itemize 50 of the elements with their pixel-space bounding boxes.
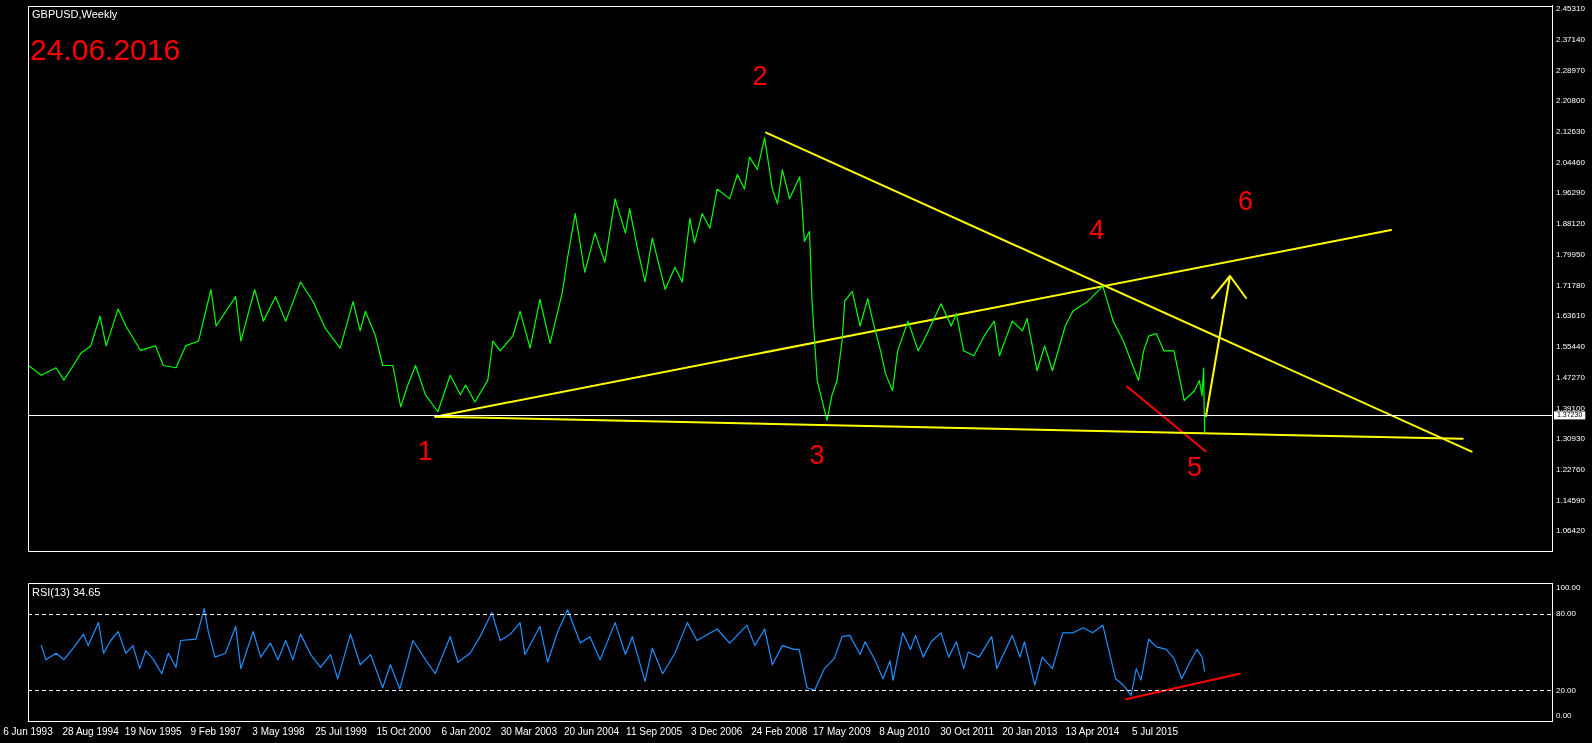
- x-tick-label: 3 Dec 2006: [691, 725, 743, 737]
- x-tick-label: 28 Aug 1994: [62, 725, 120, 737]
- y-tick-label: 100.00: [1556, 583, 1582, 593]
- x-tick-label: 8 Aug 2010: [879, 725, 931, 737]
- x-tick-label: 17 May 2009: [813, 725, 872, 737]
- y-tick-label: 80.00: [1556, 608, 1577, 618]
- x-tick-label: 20 Jan 2013: [1002, 725, 1058, 737]
- chart-title: RSI(13) 34.65: [32, 585, 101, 598]
- y-tick-label: 1.22760: [1556, 465, 1586, 475]
- x-tick-label: 30 Oct 2011: [940, 725, 995, 737]
- x-tick-label: 20 Jun 2004: [563, 725, 620, 737]
- y-tick-label: 1.30930: [1556, 434, 1586, 444]
- y-tick-label: 2.20800: [1556, 96, 1586, 106]
- x-tick-label: 6 Jan 2002: [441, 725, 492, 737]
- x-tick-label: 19 Nov 1995: [124, 725, 183, 737]
- y-tick-label: 1.96290: [1556, 188, 1586, 198]
- y-tick-label: 1.79950: [1556, 249, 1586, 259]
- y-tick-label: 2.45310: [1556, 4, 1586, 14]
- x-tick-label: 15 Oct 2000: [376, 725, 432, 737]
- y-tick-label: 2.37140: [1556, 34, 1586, 44]
- annotation: 3: [809, 439, 825, 470]
- annotation: 6: [1238, 185, 1254, 216]
- x-tick-label: 9 Feb 1997: [190, 725, 242, 737]
- annotation: 5: [1187, 452, 1203, 483]
- annotation: 1: [417, 436, 433, 467]
- x-tick-label: 3 May 1998: [252, 725, 305, 737]
- y-tick-label: 1.47270: [1556, 372, 1586, 382]
- annotation: 24.06.2016: [30, 33, 181, 67]
- annotation: 4: [1089, 214, 1105, 245]
- x-tick-label: 24 Feb 2008: [751, 725, 808, 737]
- x-tick-label: 6 Jun 1993: [3, 725, 54, 737]
- y-tick-label: 1.63610: [1556, 311, 1586, 321]
- y-tick-label: 1.55440: [1556, 342, 1586, 352]
- x-tick-label: 30 Mar 2003: [500, 725, 558, 737]
- y-tick-label: 2.12630: [1556, 127, 1586, 137]
- y-tick-label: 1.14590: [1556, 495, 1586, 505]
- y-tick-label: 2.04460: [1556, 157, 1586, 167]
- x-tick-label: 11 Sep 2005: [626, 725, 683, 737]
- x-tick-label: 13 Apr 2014: [1065, 725, 1120, 737]
- x-tick-label: 25 Jul 1999: [315, 725, 368, 737]
- annotation: 2: [752, 61, 768, 92]
- y-tick-label: 2.28970: [1556, 65, 1586, 75]
- chart-title: GBPUSD,Weekly: [32, 8, 118, 21]
- y-tick-label: 1.88120: [1556, 219, 1586, 229]
- y-tick-label: 20.00: [1556, 685, 1577, 695]
- x-tick-label: 5 Jul 2015: [1131, 725, 1179, 737]
- y-tick-label: 1.71780: [1556, 280, 1586, 290]
- y-tick-label: 0.00: [1556, 711, 1573, 721]
- y-tick-label: 1.39100: [1556, 403, 1586, 413]
- y-tick-label: 1.06420: [1556, 526, 1586, 536]
